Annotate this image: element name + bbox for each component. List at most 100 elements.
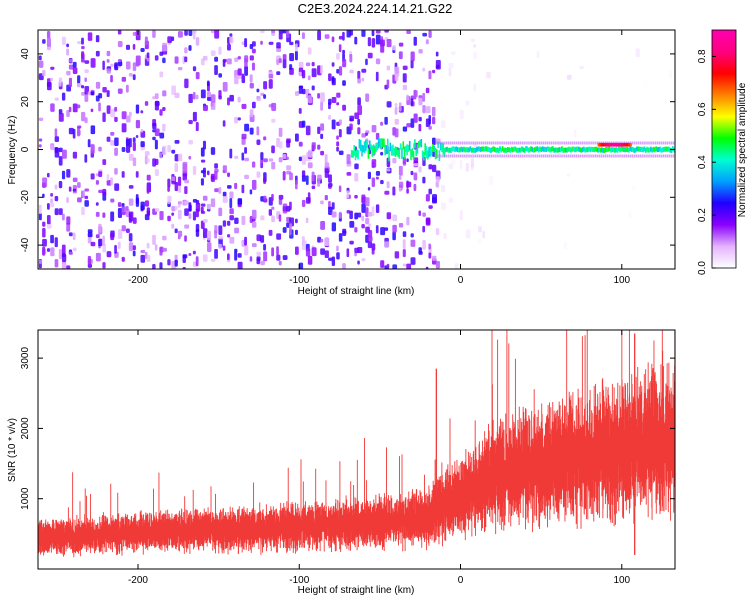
heat-cell <box>531 154 533 158</box>
heat-cell <box>465 141 467 145</box>
heat-cell <box>482 230 486 239</box>
snr-line <box>38 330 675 558</box>
heat-cell <box>474 147 477 153</box>
heat-cell <box>349 123 353 131</box>
heat-cell <box>664 146 666 152</box>
heat-cell <box>222 191 227 197</box>
heat-cell <box>154 93 159 99</box>
heat-cell <box>660 147 663 153</box>
heat-cell <box>237 261 243 269</box>
heat-cell <box>125 206 129 211</box>
heat-cell <box>84 154 88 163</box>
heat-cell <box>357 105 363 115</box>
heat-cell <box>244 157 249 162</box>
heat-cell <box>162 145 167 155</box>
heat-cell <box>398 42 404 47</box>
heat-cell <box>602 142 605 147</box>
heat-cell <box>596 154 599 158</box>
heat-cell <box>87 229 93 233</box>
heat-cell <box>538 154 541 158</box>
heat-cell <box>184 78 189 89</box>
heat-cell <box>585 147 588 153</box>
heat-cell <box>546 146 549 152</box>
heat-cell <box>386 138 389 150</box>
heat-cell <box>174 228 178 234</box>
heat-cell <box>410 149 412 161</box>
heat-cell <box>465 154 467 158</box>
heat-cell <box>110 131 115 136</box>
heat-cell <box>182 161 188 172</box>
heat-cell <box>581 141 583 145</box>
heat-cell <box>657 147 660 153</box>
heat-cell <box>202 105 208 111</box>
heat-cell <box>528 147 531 153</box>
heat-cell <box>294 43 298 52</box>
heat-cell <box>567 146 570 152</box>
heat-cell <box>305 90 310 94</box>
heat-cell <box>278 194 284 200</box>
heat-cell <box>523 147 526 153</box>
heat-cell <box>227 43 231 51</box>
heat-cell <box>182 173 188 181</box>
heat-cell <box>563 241 568 250</box>
heat-cell <box>432 255 437 261</box>
heat-cell <box>192 250 196 255</box>
heat-cell <box>473 147 476 153</box>
heat-cell <box>154 128 160 137</box>
heat-cell <box>397 149 399 157</box>
heat-cell <box>102 188 107 196</box>
heat-cell <box>608 154 611 158</box>
heat-cell <box>666 146 669 152</box>
heat-cell <box>338 35 343 40</box>
heat-cell <box>371 206 375 217</box>
heat-cell <box>637 141 640 145</box>
heat-cell <box>451 146 454 152</box>
heat-cell <box>336 102 340 106</box>
heat-cell <box>517 147 519 153</box>
heat-cell <box>354 252 357 257</box>
heat-cell <box>469 146 472 152</box>
heat-cell <box>647 147 650 153</box>
heat-cell <box>459 154 462 158</box>
heat-cell <box>144 36 148 46</box>
heat-cell <box>432 137 436 146</box>
heat-cell <box>117 30 122 35</box>
heat-cell <box>581 147 584 153</box>
heat-cell <box>566 173 570 177</box>
heat-cell <box>320 133 324 140</box>
heat-cell <box>606 147 608 153</box>
heat-cell <box>425 219 431 225</box>
heat-cell <box>517 154 520 158</box>
heat-cell <box>54 237 58 248</box>
heat-cell <box>437 141 439 149</box>
heat-cell <box>305 125 311 136</box>
heat-cell <box>599 142 602 147</box>
heat-cell <box>167 195 172 202</box>
heat-cell <box>484 141 487 145</box>
heat-cell <box>200 89 206 99</box>
heat-cell <box>418 166 422 173</box>
heat-cell <box>81 190 86 198</box>
heat-cell <box>460 146 463 152</box>
heat-cell <box>605 147 607 153</box>
heat-cell <box>159 132 165 139</box>
heat-cell <box>562 141 564 145</box>
heat-cell <box>260 152 264 160</box>
heat-cell <box>307 149 313 158</box>
x-tick-label: 0 <box>458 575 464 586</box>
heat-cell <box>598 147 601 153</box>
heat-cell <box>394 74 399 82</box>
heat-cell <box>410 51 415 62</box>
heat-cell <box>72 188 77 192</box>
heat-cell <box>361 30 366 37</box>
heat-cell <box>110 108 116 118</box>
heat-cell <box>154 158 159 165</box>
heat-cell <box>413 172 418 181</box>
heat-cell <box>513 146 516 152</box>
heat-cell <box>135 171 139 178</box>
heat-cell <box>440 202 446 211</box>
heat-cell <box>406 180 409 189</box>
heat-cell <box>380 43 385 53</box>
heat-cell <box>38 212 42 221</box>
heat-cell <box>162 107 166 112</box>
